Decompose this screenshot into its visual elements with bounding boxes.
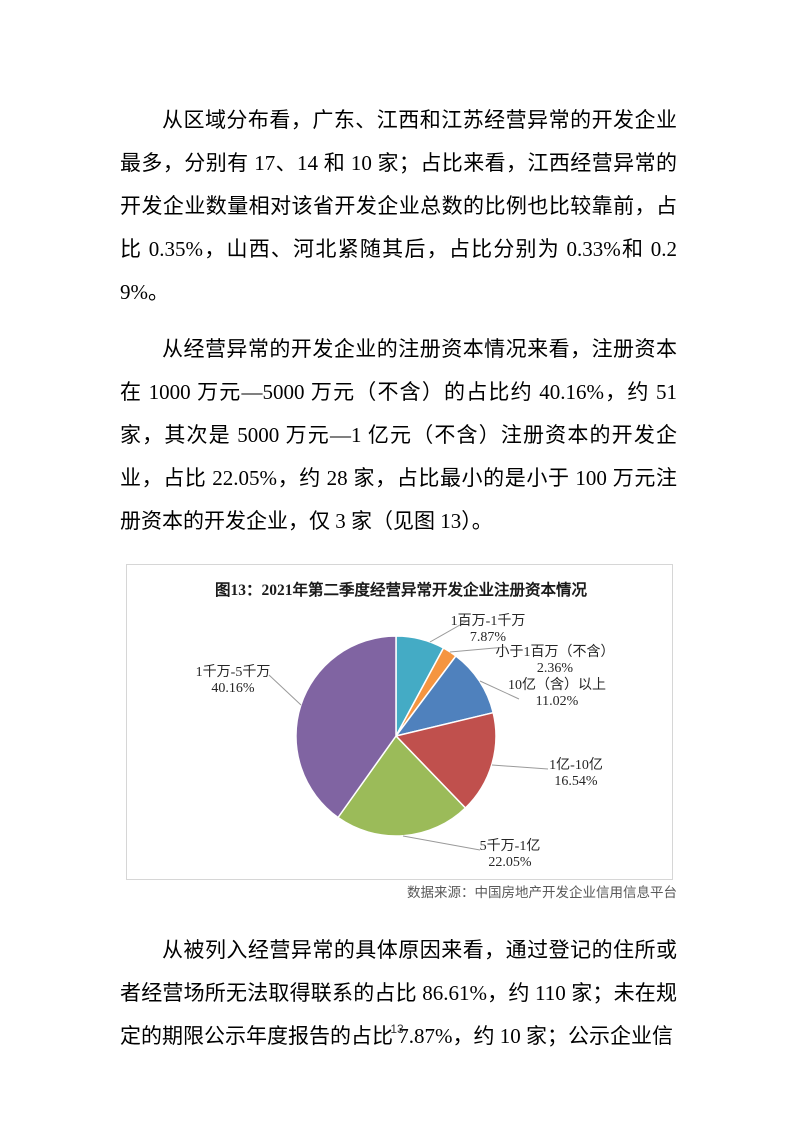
- paragraph-region-distribution: 从区域分布看，广东、江西和江苏经营异常的开发企业最多，分别有 17、14 和 1…: [120, 108, 677, 304]
- leader-line-2: [479, 680, 520, 700]
- leader-line-1: [449, 646, 507, 653]
- paragraph-registered-capital: 从经营异常的开发企业的注册资本情况来看，注册资本在 1000 万元—5000 万…: [120, 337, 677, 533]
- pie-value-4: 22.05%: [488, 855, 532, 870]
- chart-title: 图13：2021年第二季度经营异常开发企业注册资本情况: [215, 580, 588, 599]
- figure-13-chart-box: 图13：2021年第二季度经营异常开发企业注册资本情况 1百万-1千万 7.87%…: [126, 564, 673, 880]
- pie-slice-5: [295, 635, 397, 819]
- pie-slices: [295, 635, 497, 837]
- pie-label-3: 1亿-10亿: [549, 757, 603, 773]
- data-source-note: 数据来源：中国房地产开发企业信用信息平台: [407, 885, 677, 900]
- pie-value-3: 16.54%: [554, 774, 598, 789]
- pie-value-2: 11.02%: [536, 694, 579, 709]
- pie-slice-3: [395, 711, 497, 809]
- pie-slice-2: [395, 655, 494, 737]
- pie-chart-svg: 图13：2021年第二季度经营异常开发企业注册资本情况 1百万-1千万7.87%…: [196, 580, 615, 870]
- pie-value-1: 2.36%: [537, 661, 574, 676]
- pie-value-0: 7.87%: [470, 630, 507, 645]
- pie-label-1: 小于1百万（不含）: [496, 644, 615, 660]
- pie-label-4: 5千万-1亿: [480, 838, 541, 854]
- page-number: 13: [390, 1022, 404, 1036]
- pie-label-0: 1百万-1千万: [451, 613, 526, 629]
- leader-line-4: [402, 835, 481, 851]
- paragraph-abnormal-reasons: 从被列入经营异常的具体原因来看，通过登记的住所或者经营场所无法取得联系的占比 8…: [120, 938, 677, 1048]
- document-content: 从区域分布看，广东、江西和江苏经营异常的开发企业最多，分别有 17、14 和 1…: [120, 99, 677, 1058]
- leader-line-3: [491, 764, 549, 770]
- leader-line-0: [429, 620, 468, 643]
- pie-callout-labels: 1百万-1千万7.87%小于1百万（不含）2.36%10亿（含）以上11.02%…: [196, 613, 615, 870]
- leader-line-5: [268, 674, 302, 706]
- pie-label-5: 1千万-5千万: [196, 664, 271, 680]
- pie-value-5: 40.16%: [211, 681, 255, 696]
- pie-label-2: 10亿（含）以上: [508, 677, 606, 693]
